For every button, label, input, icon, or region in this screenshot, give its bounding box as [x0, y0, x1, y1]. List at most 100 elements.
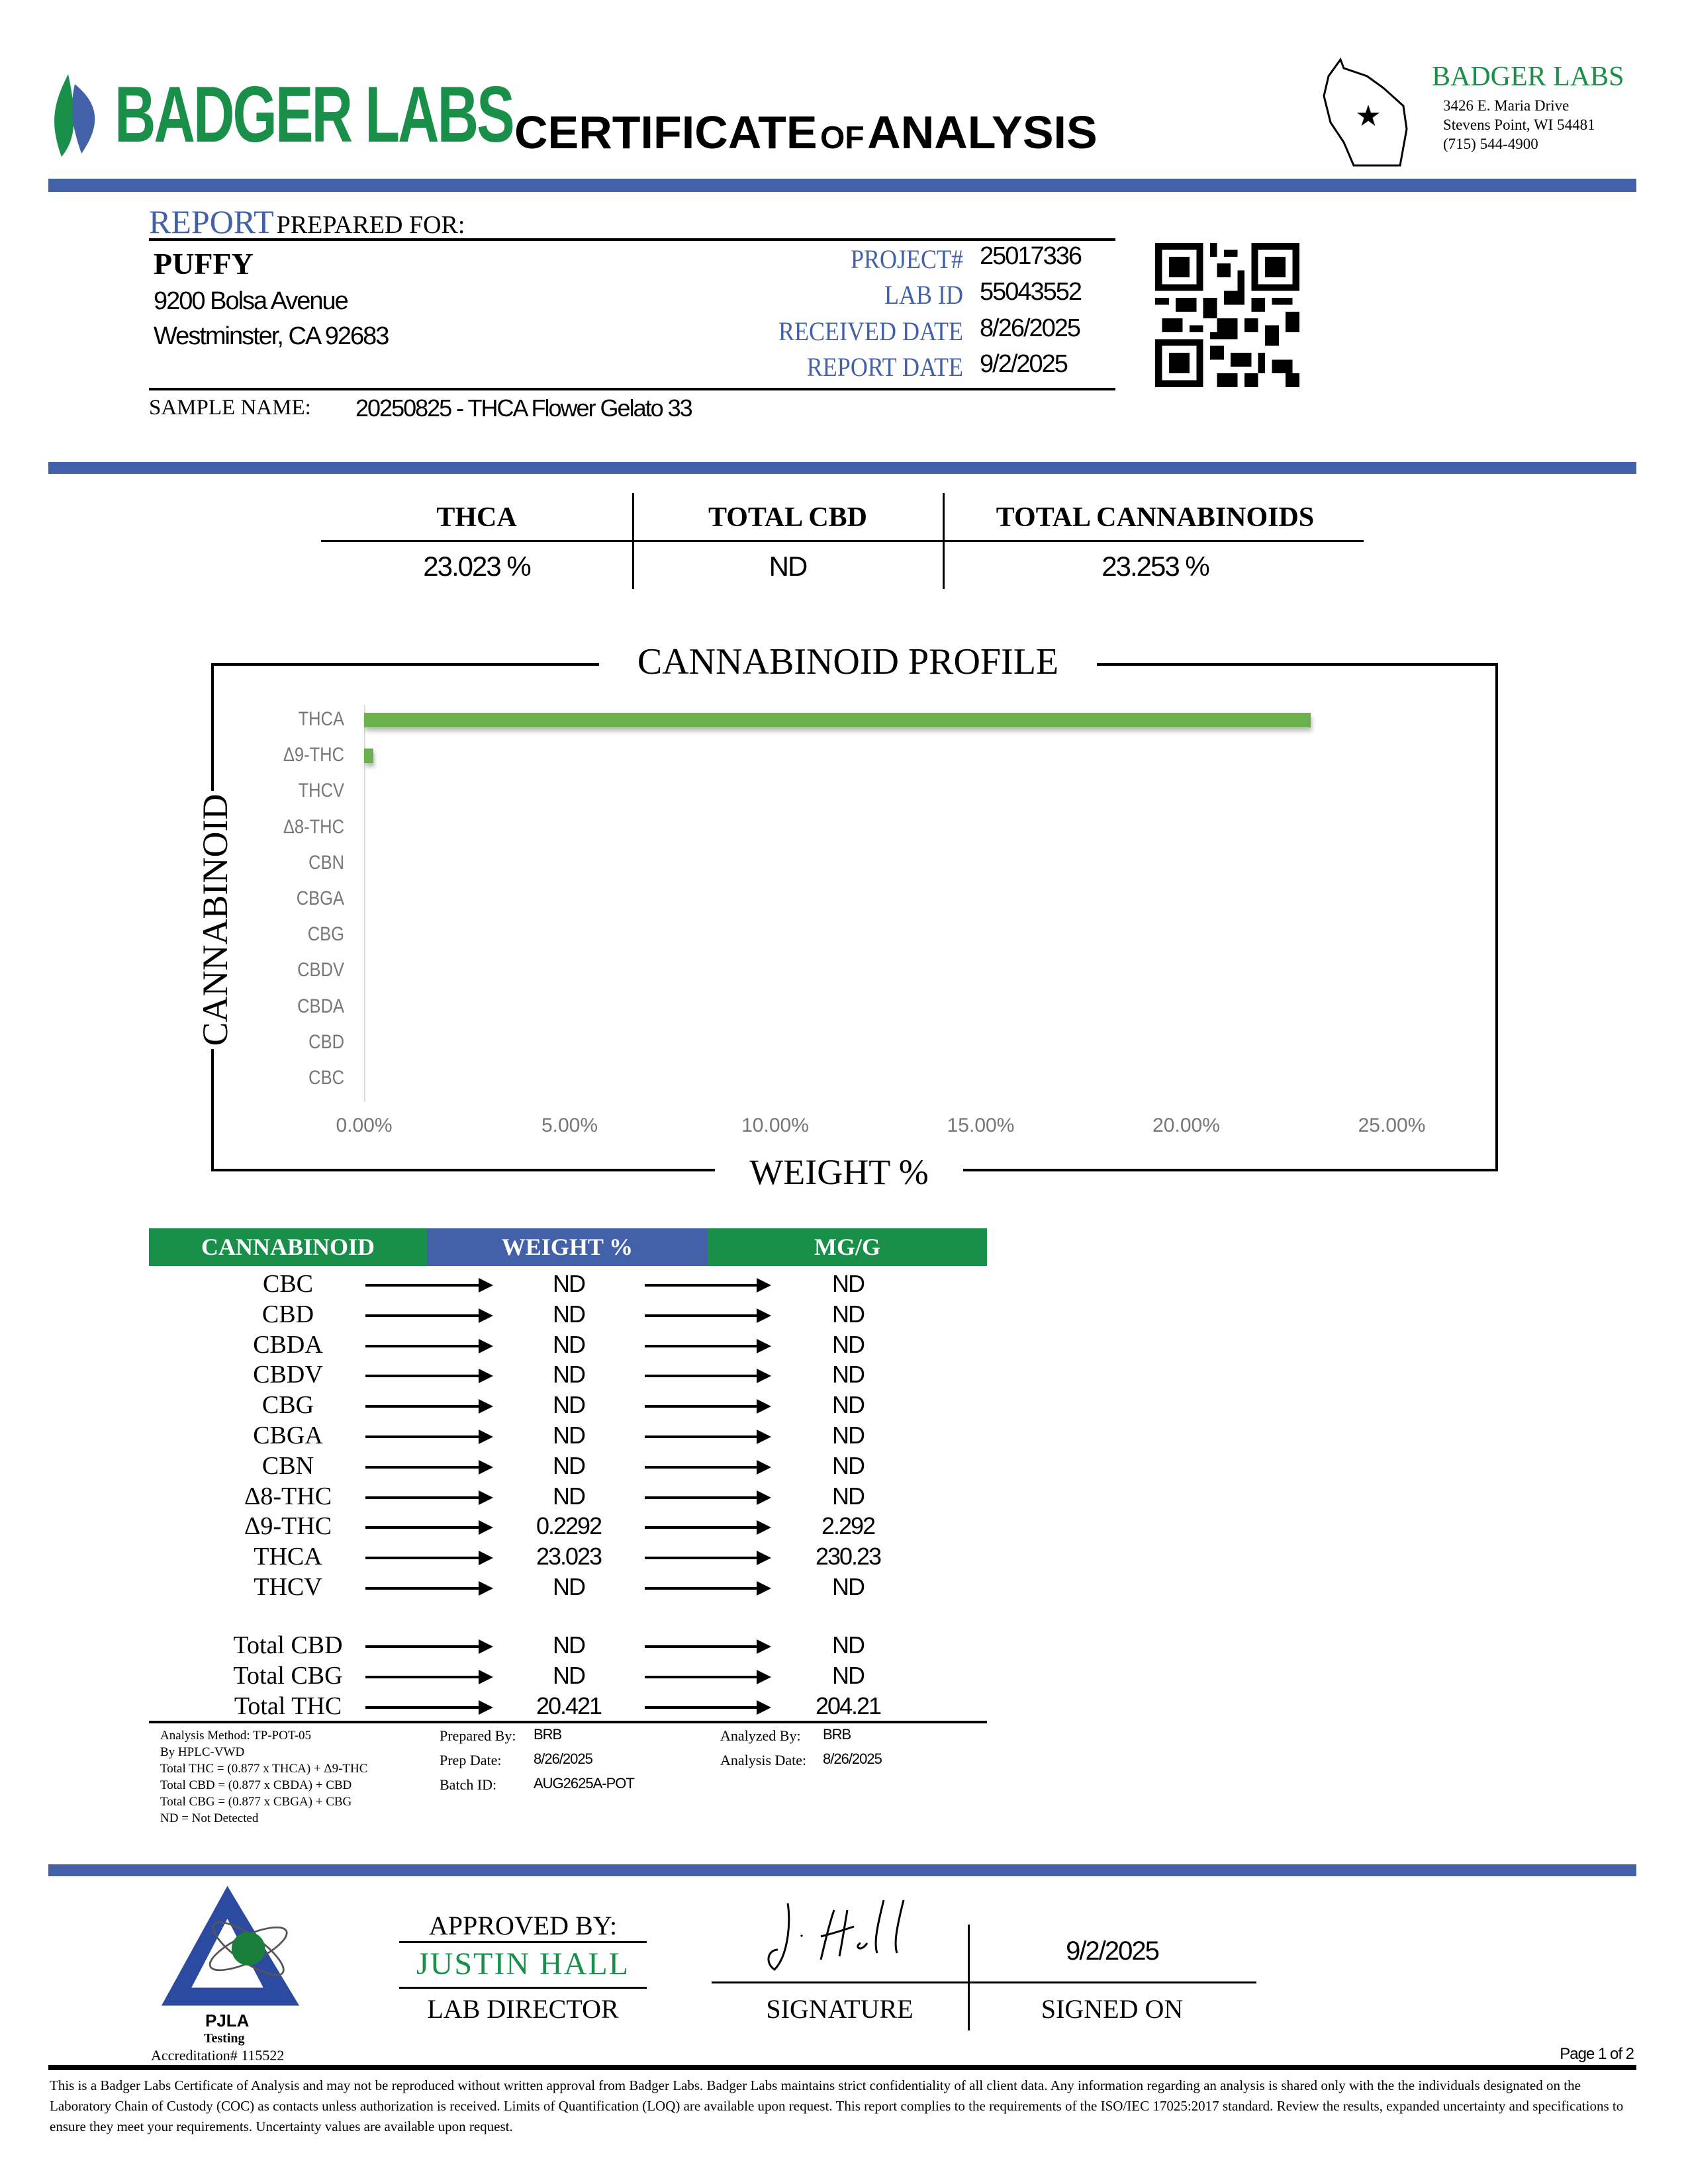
pjla-text: PJLA [205, 2011, 250, 2030]
arrow-icon [645, 1581, 771, 1596]
lab-id-value: 55043552 [980, 278, 1082, 306]
lab-address-2: Stevens Point, WI 54481 [1443, 116, 1595, 133]
leaf-logo-icon [54, 74, 95, 157]
prep-date-value: 8/26/2025 [534, 1751, 593, 1767]
weight-value: ND [553, 1482, 586, 1510]
report-date-value: 9/2/2025 [980, 350, 1068, 378]
arrow-icon [365, 1669, 493, 1684]
arrow-icon [365, 1520, 493, 1535]
mgg-value: ND [832, 1573, 865, 1600]
note-line: Total THC = (0.877 x THCA) + Δ9-THC [160, 1762, 368, 1776]
sample-name-value: 20250825 - THCA Flower Gelato 33 [355, 394, 693, 422]
arrow-icon [645, 1459, 771, 1475]
chart-title: CANNABINOID PROFILE [599, 641, 1097, 683]
mgg-value: 204.21 [815, 1692, 882, 1719]
table-row: CBGA ND ND [149, 1421, 987, 1450]
table-row: Δ9-THC 0.2292 2.292 [149, 1512, 987, 1541]
mgg-value: ND [832, 1330, 865, 1358]
cannabinoid-name: Total CBG [233, 1661, 343, 1690]
note-line: Total CBD = (0.877 x CBDA) + CBD [160, 1778, 352, 1792]
analyzed-by-label: Analyzed By: [720, 1727, 801, 1744]
weight-value: 20.421 [536, 1692, 602, 1719]
note-line: Total CBG = (0.877 x CBGA) + CBG [160, 1795, 352, 1809]
weight-value: ND [553, 1361, 586, 1388]
category-label: Δ8-THC [283, 815, 344, 838]
analyzed-by-value: BRB [823, 1726, 851, 1743]
cannabinoid-name: CBC [262, 1270, 314, 1298]
arrow-icon [365, 1581, 493, 1596]
table-row: Δ8-THC ND ND [149, 1482, 987, 1511]
cannabinoid-name: CBGA [253, 1422, 323, 1449]
bar-THCA [364, 713, 1311, 727]
table-row: Total CBD ND ND [149, 1631, 987, 1660]
weight-value: ND [553, 1573, 586, 1600]
approver-role: LAB DIRECTOR [427, 1994, 619, 2024]
analysis-date-value: 8/26/2025 [823, 1751, 882, 1767]
mgg-value: 230.23 [815, 1543, 882, 1570]
prepared-by-label: Prepared By: [440, 1727, 516, 1744]
weight-value: 0.2292 [536, 1512, 602, 1540]
summary-thca-value: 23.023 % [423, 551, 531, 582]
arrow-icon [645, 1700, 771, 1715]
x-tick-label: 0.00% [336, 1115, 393, 1136]
chart-xlabel: WEIGHT % [715, 1152, 963, 1193]
category-label: CBN [308, 851, 344, 874]
client-address-1: 9200 Bolsa Avenue [154, 287, 349, 315]
arrow-icon [365, 1369, 493, 1384]
weight-value: ND [553, 1391, 586, 1419]
category-label: Δ9-THC [283, 744, 344, 766]
arrow-icon [365, 1278, 493, 1293]
x-tick-label: 5.00% [541, 1115, 598, 1136]
category-label: THCA [298, 708, 344, 730]
table-row: CBN ND ND [149, 1451, 987, 1480]
table-row: Total THC 20.421 204.21 [149, 1692, 987, 1721]
table-row: CBDA ND ND [149, 1330, 987, 1359]
table-row: CBDV ND ND [149, 1360, 987, 1389]
mgg-value: ND [832, 1361, 865, 1388]
project-value: 25017336 [980, 242, 1082, 270]
mgg-value: ND [832, 1661, 865, 1689]
mgg-value: ND [832, 1451, 865, 1479]
table-row: Total CBG ND ND [149, 1661, 987, 1690]
batch-id-value: AUG2625A-POT [534, 1775, 635, 1792]
sample-name-label: SAMPLE NAME: [149, 396, 311, 420]
arrow-icon [365, 1459, 493, 1475]
pjla-testing: Testing [204, 2031, 245, 2046]
report-date-label: REPORT DATE [806, 352, 963, 382]
chart-frame [211, 663, 1498, 1171]
table-row: CBD ND ND [149, 1300, 987, 1329]
cannabinoid-name: CBN [261, 1451, 314, 1480]
x-tick-label: 15.00% [947, 1115, 1015, 1136]
weight-value: ND [553, 1330, 586, 1358]
arrow-icon [645, 1308, 771, 1323]
mgg-value: ND [832, 1422, 865, 1449]
lab-name: BADGER LABS [1432, 62, 1624, 92]
arrow-icon [365, 1430, 493, 1444]
divider [149, 238, 1115, 241]
mgg-value: ND [832, 1270, 865, 1297]
cannabinoid-name: CBD [261, 1300, 314, 1328]
cannabinoid-name: Δ9-THC [244, 1512, 332, 1541]
client-address-2: Westminster, CA 92683 [154, 322, 389, 350]
badger-labs-logo: BADGER LABS [48, 70, 515, 159]
approved-by-label: APPROVED BY: [428, 1911, 618, 1940]
qr-code[interactable] [1154, 243, 1301, 387]
mgg-value: ND [832, 1631, 865, 1659]
arrow-icon [365, 1399, 493, 1414]
summary-total-cannabinoids-label: TOTAL CANNABINOIDS [996, 502, 1315, 533]
mgg-value: ND [832, 1482, 865, 1510]
chart-axis [364, 705, 365, 1102]
summary-total-cbd-value: ND [769, 551, 808, 582]
arrow-icon [645, 1278, 771, 1293]
arrow-icon [645, 1430, 771, 1444]
weight-value: ND [553, 1451, 586, 1479]
arrow-icon [645, 1639, 771, 1654]
cannabinoid-name: THCV [254, 1573, 322, 1601]
lab-phone: (715) 544-4900 [1443, 136, 1538, 152]
signature-separator [968, 1925, 970, 2030]
weight-value: ND [553, 1270, 586, 1297]
weight-value: ND [553, 1661, 586, 1689]
mgg-value: 2.292 [821, 1512, 876, 1540]
lab-id-label: LAB ID [884, 280, 963, 310]
x-tick-label: 10.00% [741, 1115, 809, 1136]
